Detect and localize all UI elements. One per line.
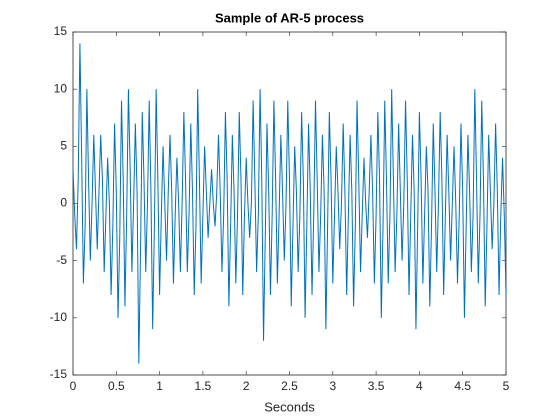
y-tick-label: 10 — [54, 81, 68, 95]
x-axis-label: Seconds — [264, 399, 315, 414]
y-tick-label: 15 — [54, 24, 68, 38]
x-tick-label: 0 — [70, 379, 77, 393]
y-tick-label: -15 — [50, 367, 68, 381]
data-line — [72, 43, 507, 364]
x-tick-label: 1.5 — [195, 379, 212, 393]
x-tick-label: 2 — [243, 379, 250, 393]
x-tick-label: 4 — [416, 379, 423, 393]
y-tick-label: -5 — [56, 253, 67, 267]
x-tick-label: 0.5 — [108, 379, 125, 393]
y-tick-label: 0 — [60, 196, 67, 210]
x-tick-label: 3.5 — [368, 379, 385, 393]
x-tick-label: 4.5 — [454, 379, 471, 393]
y-tick-label: 5 — [60, 139, 67, 153]
chart-title: Sample of AR-5 process — [215, 10, 364, 25]
x-tick-label: 2.5 — [281, 379, 298, 393]
x-tick-label: 3 — [329, 379, 336, 393]
x-tick-label: 5 — [503, 379, 510, 393]
y-tick-label: -10 — [50, 310, 68, 324]
x-tick-label: 1 — [156, 379, 163, 393]
